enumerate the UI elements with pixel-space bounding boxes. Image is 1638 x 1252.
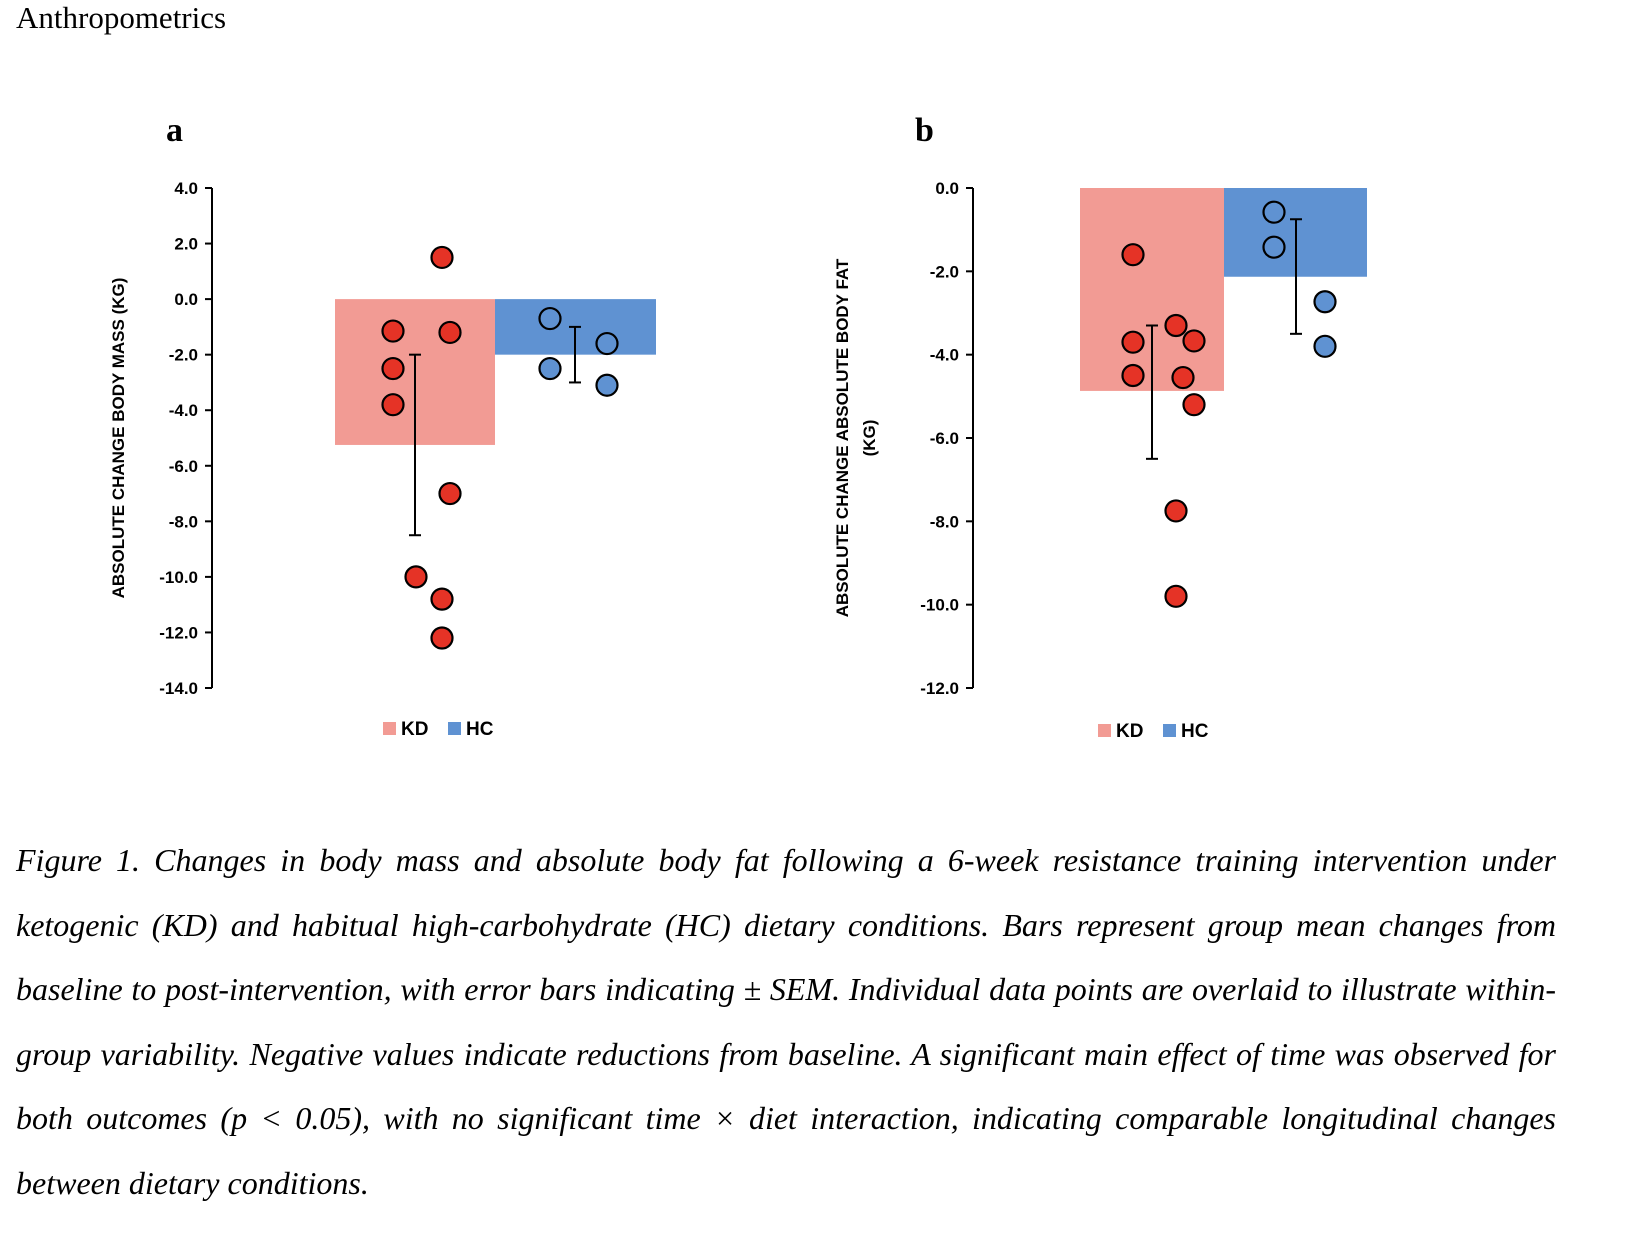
y-tick-label: 0.0 bbox=[174, 290, 198, 309]
data-point-kd bbox=[1121, 243, 1145, 267]
y-tick-label: -6.0 bbox=[930, 429, 959, 448]
y-tick-label: -10.0 bbox=[920, 596, 959, 615]
figure-charts: 4.0 2.0 0.0 -2.0 -4.0 -6.0 -8.0 -10.0 -12.0 -14.0… bbox=[109, 179, 1367, 742]
y-axis-title: ABSOLUTE CHANGE ABSOLUTE BODY FAT bbox=[833, 258, 852, 617]
error-bar-hc bbox=[569, 325, 581, 384]
y-tick-label: -8.0 bbox=[930, 512, 959, 531]
legend-label-kd: KD bbox=[401, 719, 428, 740]
legend-label-hc: HC bbox=[466, 719, 494, 740]
legend: KD HC bbox=[383, 719, 494, 740]
error-bar-hc bbox=[1290, 218, 1302, 335]
y-tick-label: -6.0 bbox=[169, 457, 198, 476]
chart-a-body-mass: 4.0 2.0 0.0 -2.0 -4.0 -6.0 -8.0 -10.0 -12.0 -14.0… bbox=[109, 179, 656, 740]
data-point-kd bbox=[438, 320, 462, 345]
y-tick-label: -4.0 bbox=[169, 401, 198, 420]
chart-b-body-fat: 0.0 -2.0 -4.0 -6.0 -8.0 -10.0 -12.0 ABSOLUTE CH… bbox=[833, 179, 1367, 742]
data-point-kd bbox=[1182, 329, 1206, 353]
data-point-kd bbox=[381, 393, 405, 417]
legend-swatch-hc bbox=[448, 722, 461, 735]
y-tick-label: 4.0 bbox=[174, 179, 198, 198]
data-point-hc bbox=[595, 373, 619, 397]
data-point-kd bbox=[381, 319, 405, 343]
y-axis-title: ABSOLUTE CHANGE BODY MASS (KG) bbox=[109, 278, 128, 599]
data-point-hc bbox=[1262, 235, 1286, 259]
y-tick-label: 2.0 bbox=[174, 235, 198, 254]
y-tick-label: 0.0 bbox=[935, 179, 959, 198]
section-title: Anthropometrics bbox=[16, 0, 227, 35]
y-tick-label: -10.0 bbox=[159, 568, 198, 587]
legend-swatch-hc bbox=[1163, 724, 1176, 737]
data-point-kd bbox=[1164, 499, 1188, 523]
data-point-hc bbox=[538, 306, 562, 331]
legend-swatch-kd bbox=[383, 722, 396, 735]
legend-label-hc: HC bbox=[1181, 721, 1209, 742]
panel-label-a: a bbox=[166, 112, 183, 149]
y-tick-label: -8.0 bbox=[169, 512, 198, 531]
y-tick-label: -2.0 bbox=[169, 346, 198, 365]
data-point-hc bbox=[1313, 290, 1337, 314]
data-point-kd bbox=[1121, 330, 1145, 354]
y-tick-label: -12.0 bbox=[159, 623, 198, 642]
data-point-hc bbox=[1262, 200, 1286, 224]
y-tick-label: -4.0 bbox=[930, 346, 959, 365]
data-point-hc bbox=[595, 331, 619, 356]
y-axis-title-line2: (KG) bbox=[860, 420, 879, 457]
legend: KD HC bbox=[1098, 721, 1209, 742]
data-point-kd bbox=[438, 481, 462, 506]
legend-swatch-kd bbox=[1098, 724, 1111, 737]
data-point-kd bbox=[430, 245, 454, 270]
legend-label-kd: KD bbox=[1116, 721, 1143, 742]
y-tick-label: -14.0 bbox=[159, 679, 198, 698]
data-point-kd bbox=[1164, 584, 1188, 608]
panel-label-b: b bbox=[915, 112, 934, 149]
data-point-hc bbox=[1313, 334, 1337, 358]
data-point-kd bbox=[1182, 393, 1206, 417]
error-bar-kd bbox=[409, 353, 421, 537]
error-bar-kd bbox=[1146, 324, 1158, 460]
data-point-kd bbox=[404, 565, 428, 589]
figure-caption: Figure 1. Changes in body mass and absol… bbox=[16, 842, 1556, 1201]
data-point-kd bbox=[381, 356, 405, 381]
data-point-kd bbox=[1164, 313, 1188, 338]
data-point-kd bbox=[430, 626, 454, 650]
data-point-kd bbox=[1121, 363, 1145, 388]
data-point-hc bbox=[538, 356, 562, 381]
y-tick-label: -12.0 bbox=[920, 679, 959, 698]
data-point-kd bbox=[430, 587, 454, 611]
data-point-kd bbox=[1171, 365, 1195, 390]
y-tick-label: -2.0 bbox=[930, 262, 959, 281]
